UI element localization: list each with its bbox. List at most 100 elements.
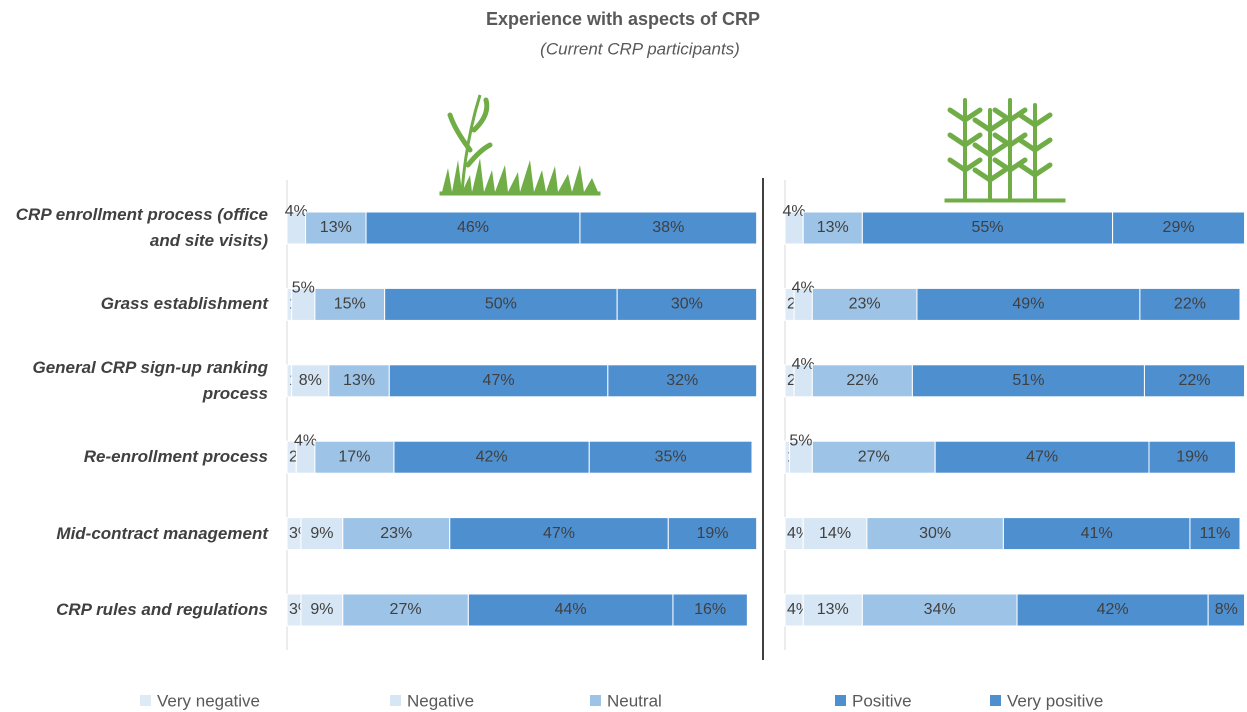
- data-label: 9%: [310, 601, 333, 618]
- legend-swatch: [140, 695, 151, 706]
- data-label: 27%: [858, 448, 890, 465]
- data-label: 5%: [292, 280, 315, 297]
- data-label: 4%: [285, 203, 308, 220]
- bar-segment: [305, 211, 367, 245]
- category-label: Grass establishment: [100, 294, 268, 314]
- data-label: 22%: [846, 372, 878, 389]
- bar-segment: [579, 211, 758, 245]
- bar-segment: [588, 440, 753, 474]
- data-label: 51%: [1012, 372, 1044, 389]
- data-label: 19%: [1176, 448, 1208, 465]
- data-label: 46%: [457, 219, 489, 236]
- legend-swatch: [390, 695, 401, 706]
- grass-icon: [439, 94, 601, 196]
- category-label: CRP enrollment process (office and site …: [15, 205, 268, 250]
- data-label: 15%: [334, 296, 366, 313]
- bar-segment: [384, 287, 618, 321]
- data-label: 49%: [1012, 296, 1044, 313]
- bar-segment: [342, 593, 469, 627]
- data-label: 11%: [1200, 525, 1231, 542]
- data-label: 16%: [694, 601, 726, 618]
- bar-segment: [393, 440, 590, 474]
- bar-segment: [449, 517, 669, 551]
- data-label: 4%: [792, 356, 815, 373]
- bar-segment: [314, 287, 386, 321]
- data-label: 38%: [652, 219, 684, 236]
- legend-label: Negative: [407, 691, 474, 710]
- data-label: 30%: [671, 296, 703, 313]
- data-label: 13%: [817, 219, 849, 236]
- data-label: 35%: [655, 448, 687, 465]
- data-label: 44%: [555, 601, 587, 618]
- data-label: 23%: [380, 525, 412, 542]
- data-label: 5%: [789, 432, 812, 449]
- bar-segment: [1112, 211, 1246, 245]
- bar-segment: [802, 211, 863, 245]
- category-label: Re-enrollment process: [83, 447, 268, 467]
- bar-segment: [616, 287, 758, 321]
- data-label: 42%: [476, 448, 508, 465]
- bar-segment: [291, 364, 330, 398]
- legend-label: Positive: [852, 691, 912, 710]
- corn-icon: [944, 98, 1066, 203]
- data-label: 34%: [924, 601, 956, 618]
- data-label: 4%: [783, 203, 806, 220]
- data-label: 22%: [1174, 296, 1206, 313]
- bar-segment: [1139, 287, 1241, 321]
- data-label: 29%: [1163, 219, 1195, 236]
- data-label: 4%: [792, 280, 815, 297]
- bar-segment: [1002, 517, 1191, 551]
- data-label: 13%: [320, 219, 352, 236]
- bar-segment: [328, 364, 390, 398]
- data-label: 8%: [299, 372, 322, 389]
- data-label: 13%: [817, 601, 849, 618]
- chart-subtitle: (Current CRP participants): [540, 39, 740, 58]
- data-label: 41%: [1081, 525, 1113, 542]
- category-label: CRP rules and regulations: [56, 600, 268, 619]
- data-label: 19%: [696, 525, 728, 542]
- data-label: 13%: [343, 372, 375, 389]
- legend-label: Very negative: [157, 691, 260, 710]
- bar-segment: [1189, 517, 1241, 551]
- bar-segment: [342, 517, 451, 551]
- bar-segment: [811, 440, 936, 474]
- bar-segment: [1143, 364, 1246, 398]
- bar-segment: [314, 440, 395, 474]
- bar-segment: [911, 364, 1145, 398]
- data-label: 27%: [390, 601, 422, 618]
- bar-segment: [802, 517, 868, 551]
- data-label: 30%: [919, 525, 951, 542]
- bar-segment: [1016, 593, 1209, 627]
- bar-segment: [667, 517, 758, 551]
- bar-segment: [811, 364, 913, 398]
- data-label: 14%: [819, 525, 851, 542]
- data-label: 42%: [1097, 601, 1129, 618]
- data-label: 50%: [485, 296, 517, 313]
- legend-label: Neutral: [607, 691, 662, 710]
- data-label: 22%: [1178, 372, 1210, 389]
- legend-label: Very positive: [1007, 691, 1103, 710]
- bar-segment: [607, 364, 758, 398]
- data-label: 47%: [1026, 448, 1058, 465]
- data-label: 55%: [971, 219, 1003, 236]
- bar-segment: [672, 593, 748, 627]
- bar-segment: [467, 593, 674, 627]
- data-label: 23%: [849, 296, 881, 313]
- data-label: 4%: [294, 432, 317, 449]
- legend-swatch: [990, 695, 1001, 706]
- data-label: 47%: [483, 372, 515, 389]
- bar-segment: [916, 287, 1141, 321]
- data-label: 9%: [310, 525, 333, 542]
- chart-title: Experience with aspects of CRP: [486, 9, 760, 29]
- data-label: 47%: [543, 525, 575, 542]
- category-label: Mid-contract management: [56, 523, 268, 543]
- category-label: General CRP sign-up ranking process: [32, 357, 268, 403]
- bar-segment: [1148, 440, 1236, 474]
- bar-segment: [861, 593, 1018, 627]
- legend-swatch: [590, 695, 601, 706]
- data-label: 17%: [338, 448, 370, 465]
- bar-segment: [388, 364, 609, 398]
- data-label: 32%: [666, 372, 698, 389]
